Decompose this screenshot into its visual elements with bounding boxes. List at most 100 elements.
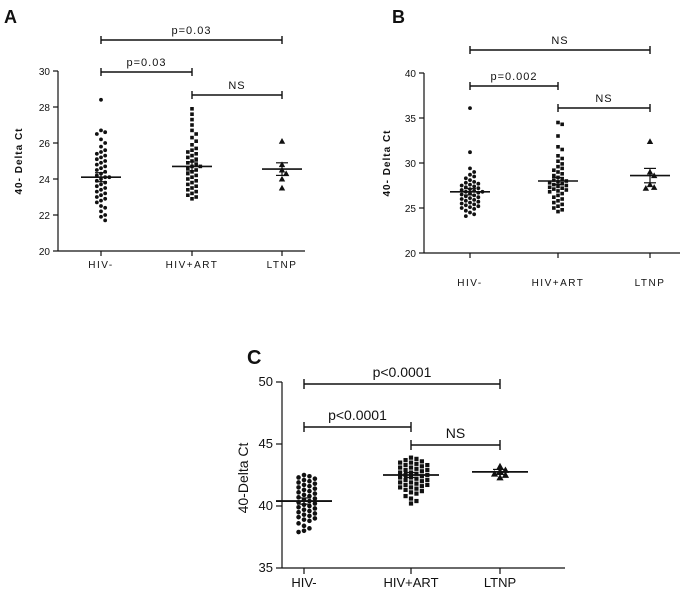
y-tick-label: 45	[259, 436, 273, 451]
data-point	[99, 214, 103, 219]
data-point	[560, 177, 564, 181]
data-point	[552, 173, 556, 178]
data-point	[472, 202, 477, 207]
data-point	[408, 485, 414, 490]
comparison-bracket	[469, 46, 651, 54]
data-point	[556, 164, 560, 169]
data-point	[552, 187, 556, 191]
data-point	[463, 198, 468, 203]
data-point	[186, 188, 190, 192]
data-point	[642, 185, 650, 191]
panel-letter: B	[392, 7, 405, 27]
data-point	[194, 152, 198, 156]
data-point	[296, 504, 301, 510]
data-point	[307, 508, 312, 514]
data-point	[646, 138, 654, 144]
data-point	[650, 184, 658, 190]
data-point	[547, 185, 552, 190]
comparison-bracket	[410, 440, 501, 450]
data-point	[312, 501, 318, 506]
data-point	[472, 170, 477, 174]
data-point	[552, 168, 556, 172]
data-point	[190, 148, 194, 152]
data-point	[419, 469, 424, 474]
data-point	[312, 476, 318, 482]
data-point	[301, 472, 307, 478]
data-point	[425, 462, 430, 468]
data-point	[278, 138, 286, 144]
data-point	[408, 490, 414, 495]
data-point	[307, 526, 312, 531]
comparison-label: p<0.0001	[373, 364, 432, 380]
data-point	[312, 491, 318, 496]
data-point	[476, 199, 481, 204]
data-point	[99, 128, 103, 133]
comparison-label: NS	[228, 80, 245, 92]
data-point	[103, 130, 108, 135]
comparison-bracket	[469, 82, 559, 90]
data-point	[408, 465, 414, 470]
data-point	[194, 132, 198, 136]
data-point	[468, 210, 472, 215]
data-point	[398, 465, 403, 470]
data-point	[296, 529, 301, 535]
data-point	[307, 478, 312, 484]
data-point	[398, 470, 403, 475]
data-point	[103, 186, 108, 190]
data-point	[560, 186, 564, 190]
y-tick-label: 26	[39, 139, 51, 150]
data-point	[403, 477, 408, 483]
data-point	[94, 157, 99, 162]
y-tick-label: 20	[405, 249, 417, 260]
data-point	[472, 180, 477, 184]
data-point	[103, 159, 108, 163]
data-point	[468, 178, 472, 183]
comparison-bracket	[100, 68, 193, 76]
data-point	[94, 184, 99, 189]
y-axis-title: 40- Delta Ct	[382, 129, 393, 196]
data-point	[459, 206, 464, 210]
data-point	[459, 192, 464, 197]
x-category-label: HIV-	[88, 260, 113, 271]
data-point	[419, 474, 424, 479]
data-point	[560, 156, 564, 161]
data-point	[186, 161, 190, 165]
data-point	[194, 157, 198, 161]
data-point	[190, 153, 194, 158]
data-point	[94, 162, 99, 167]
y-tick-label: 40	[405, 69, 417, 80]
comparison-bracket	[191, 91, 283, 99]
data-point	[564, 188, 569, 192]
data-point	[186, 171, 190, 176]
data-point	[560, 181, 564, 186]
data-point	[398, 485, 403, 490]
data-point	[408, 455, 414, 460]
data-point	[186, 150, 190, 154]
data-point	[403, 487, 408, 492]
data-point	[190, 175, 194, 179]
data-point	[556, 159, 560, 163]
data-point	[556, 120, 560, 125]
data-point	[496, 462, 504, 470]
data-point	[425, 482, 430, 488]
data-point	[307, 493, 312, 499]
data-point	[186, 182, 190, 187]
comparison-bracket	[100, 36, 283, 44]
data-point	[190, 135, 194, 140]
x-category-label: LTNP	[484, 575, 516, 590]
data-point	[560, 191, 564, 196]
data-point	[496, 473, 504, 481]
data-point	[190, 128, 194, 133]
data-point	[301, 492, 307, 498]
data-point	[99, 198, 103, 203]
data-point	[94, 200, 99, 205]
data-point	[307, 483, 312, 489]
data-point	[414, 498, 419, 504]
comparison-label: NS	[595, 93, 612, 105]
data-point	[403, 493, 408, 499]
data-point	[459, 183, 464, 188]
data-point	[190, 191, 194, 196]
data-point	[556, 199, 560, 203]
data-point	[552, 195, 556, 199]
data-point	[468, 196, 472, 201]
